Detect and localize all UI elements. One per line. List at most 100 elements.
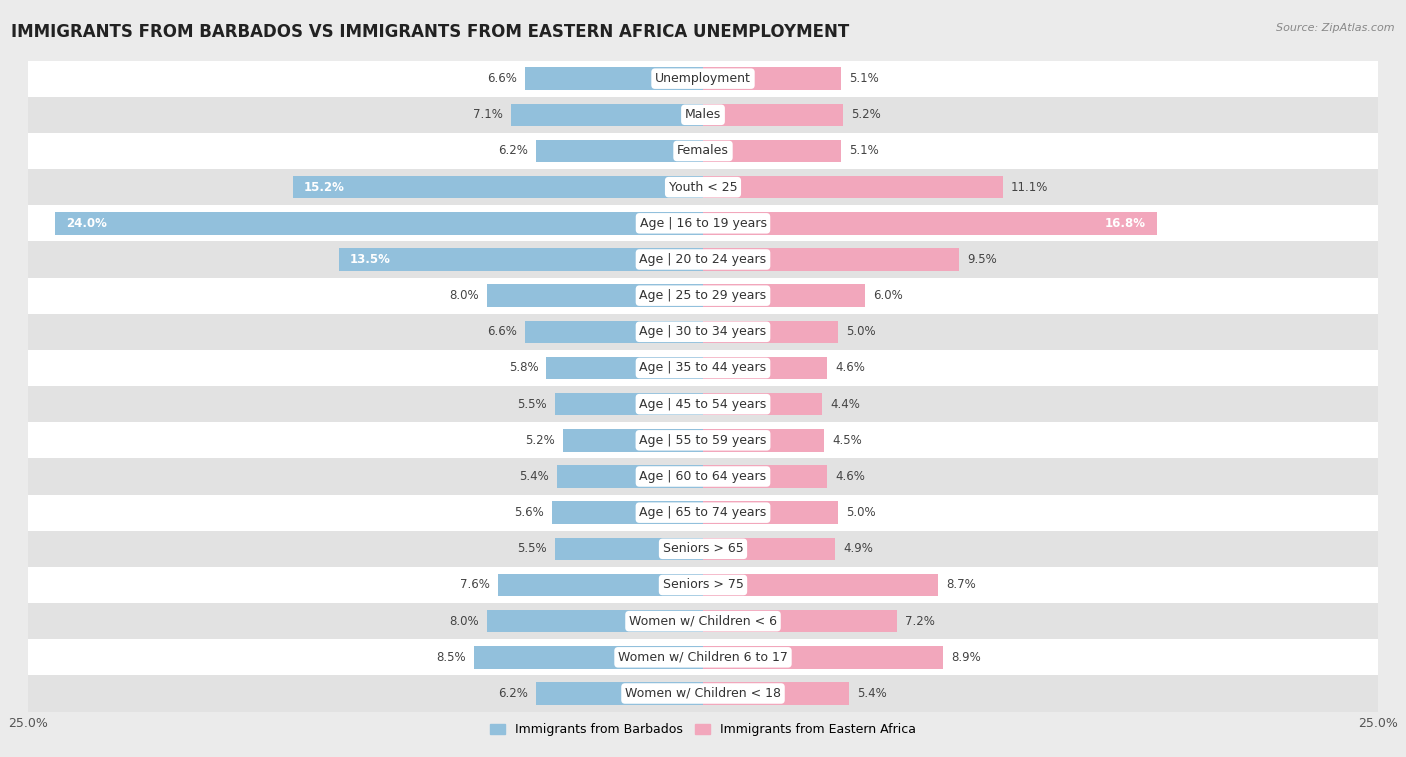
Text: 6.2%: 6.2% [498, 145, 527, 157]
Text: 5.1%: 5.1% [849, 145, 879, 157]
Legend: Immigrants from Barbados, Immigrants from Eastern Africa: Immigrants from Barbados, Immigrants fro… [485, 718, 921, 741]
Text: Age | 35 to 44 years: Age | 35 to 44 years [640, 362, 766, 375]
Text: Age | 20 to 24 years: Age | 20 to 24 years [640, 253, 766, 266]
Text: Age | 60 to 64 years: Age | 60 to 64 years [640, 470, 766, 483]
Bar [28, 639, 1378, 675]
Bar [703, 212, 1157, 235]
Text: 6.6%: 6.6% [486, 326, 517, 338]
Bar [28, 133, 1378, 169]
Bar [536, 682, 703, 705]
Text: 9.5%: 9.5% [967, 253, 997, 266]
Text: Females: Females [678, 145, 728, 157]
Text: Age | 55 to 59 years: Age | 55 to 59 years [640, 434, 766, 447]
Text: 7.1%: 7.1% [474, 108, 503, 121]
Text: Seniors > 75: Seniors > 75 [662, 578, 744, 591]
Bar [703, 176, 1002, 198]
Bar [486, 285, 703, 307]
Text: 4.9%: 4.9% [844, 542, 873, 556]
Bar [703, 646, 943, 668]
Bar [28, 350, 1378, 386]
Bar [536, 140, 703, 162]
Text: Age | 25 to 29 years: Age | 25 to 29 years [640, 289, 766, 302]
Bar [703, 466, 827, 488]
Text: 7.6%: 7.6% [460, 578, 489, 591]
Bar [28, 675, 1378, 712]
Bar [28, 313, 1378, 350]
Bar [703, 67, 841, 90]
Bar [703, 357, 827, 379]
Text: 8.9%: 8.9% [952, 651, 981, 664]
Bar [703, 682, 849, 705]
Bar [28, 459, 1378, 494]
Bar [703, 248, 959, 271]
Bar [557, 466, 703, 488]
Text: 5.4%: 5.4% [856, 687, 887, 700]
Bar [703, 140, 841, 162]
Bar [28, 97, 1378, 133]
Text: 7.2%: 7.2% [905, 615, 935, 628]
Bar [28, 422, 1378, 459]
Bar [512, 104, 703, 126]
Text: Seniors > 65: Seniors > 65 [662, 542, 744, 556]
Text: 8.5%: 8.5% [436, 651, 465, 664]
Text: 5.2%: 5.2% [852, 108, 882, 121]
Text: 6.0%: 6.0% [873, 289, 903, 302]
Text: Source: ZipAtlas.com: Source: ZipAtlas.com [1277, 23, 1395, 33]
Text: IMMIGRANTS FROM BARBADOS VS IMMIGRANTS FROM EASTERN AFRICA UNEMPLOYMENT: IMMIGRANTS FROM BARBADOS VS IMMIGRANTS F… [11, 23, 849, 41]
Bar [524, 321, 703, 343]
Text: 5.8%: 5.8% [509, 362, 538, 375]
Bar [554, 393, 703, 416]
Bar [551, 501, 703, 524]
Bar [28, 169, 1378, 205]
Text: 4.6%: 4.6% [835, 470, 865, 483]
Bar [28, 241, 1378, 278]
Text: Unemployment: Unemployment [655, 72, 751, 85]
Text: 5.6%: 5.6% [515, 506, 544, 519]
Text: 5.2%: 5.2% [524, 434, 554, 447]
Text: 8.0%: 8.0% [450, 615, 479, 628]
Bar [28, 494, 1378, 531]
Bar [474, 646, 703, 668]
Text: Age | 16 to 19 years: Age | 16 to 19 years [640, 217, 766, 230]
Bar [703, 321, 838, 343]
Bar [28, 567, 1378, 603]
Bar [55, 212, 703, 235]
Text: Women w/ Children < 6: Women w/ Children < 6 [628, 615, 778, 628]
Bar [703, 501, 838, 524]
Bar [28, 205, 1378, 241]
Bar [562, 429, 703, 451]
Bar [703, 574, 938, 597]
Text: 4.5%: 4.5% [832, 434, 862, 447]
Bar [703, 285, 865, 307]
Bar [703, 429, 824, 451]
Text: Women w/ Children 6 to 17: Women w/ Children 6 to 17 [619, 651, 787, 664]
Text: Women w/ Children < 18: Women w/ Children < 18 [626, 687, 780, 700]
Bar [703, 537, 835, 560]
Text: Youth < 25: Youth < 25 [669, 181, 737, 194]
Bar [498, 574, 703, 597]
Text: Age | 65 to 74 years: Age | 65 to 74 years [640, 506, 766, 519]
Bar [703, 610, 897, 632]
Text: 4.4%: 4.4% [830, 397, 859, 410]
Text: 13.5%: 13.5% [349, 253, 391, 266]
Bar [28, 278, 1378, 313]
Bar [28, 386, 1378, 422]
Text: 16.8%: 16.8% [1105, 217, 1146, 230]
Text: 11.1%: 11.1% [1011, 181, 1047, 194]
Text: 5.5%: 5.5% [517, 542, 547, 556]
Bar [547, 357, 703, 379]
Text: 6.6%: 6.6% [486, 72, 517, 85]
Text: 8.0%: 8.0% [450, 289, 479, 302]
Bar [28, 603, 1378, 639]
Text: 15.2%: 15.2% [304, 181, 344, 194]
Text: 5.4%: 5.4% [519, 470, 550, 483]
Bar [703, 393, 821, 416]
Text: Age | 30 to 34 years: Age | 30 to 34 years [640, 326, 766, 338]
Bar [339, 248, 703, 271]
Text: 8.7%: 8.7% [946, 578, 976, 591]
Text: 5.5%: 5.5% [517, 397, 547, 410]
Text: 6.2%: 6.2% [498, 687, 527, 700]
Bar [486, 610, 703, 632]
Text: 24.0%: 24.0% [66, 217, 107, 230]
Bar [554, 537, 703, 560]
